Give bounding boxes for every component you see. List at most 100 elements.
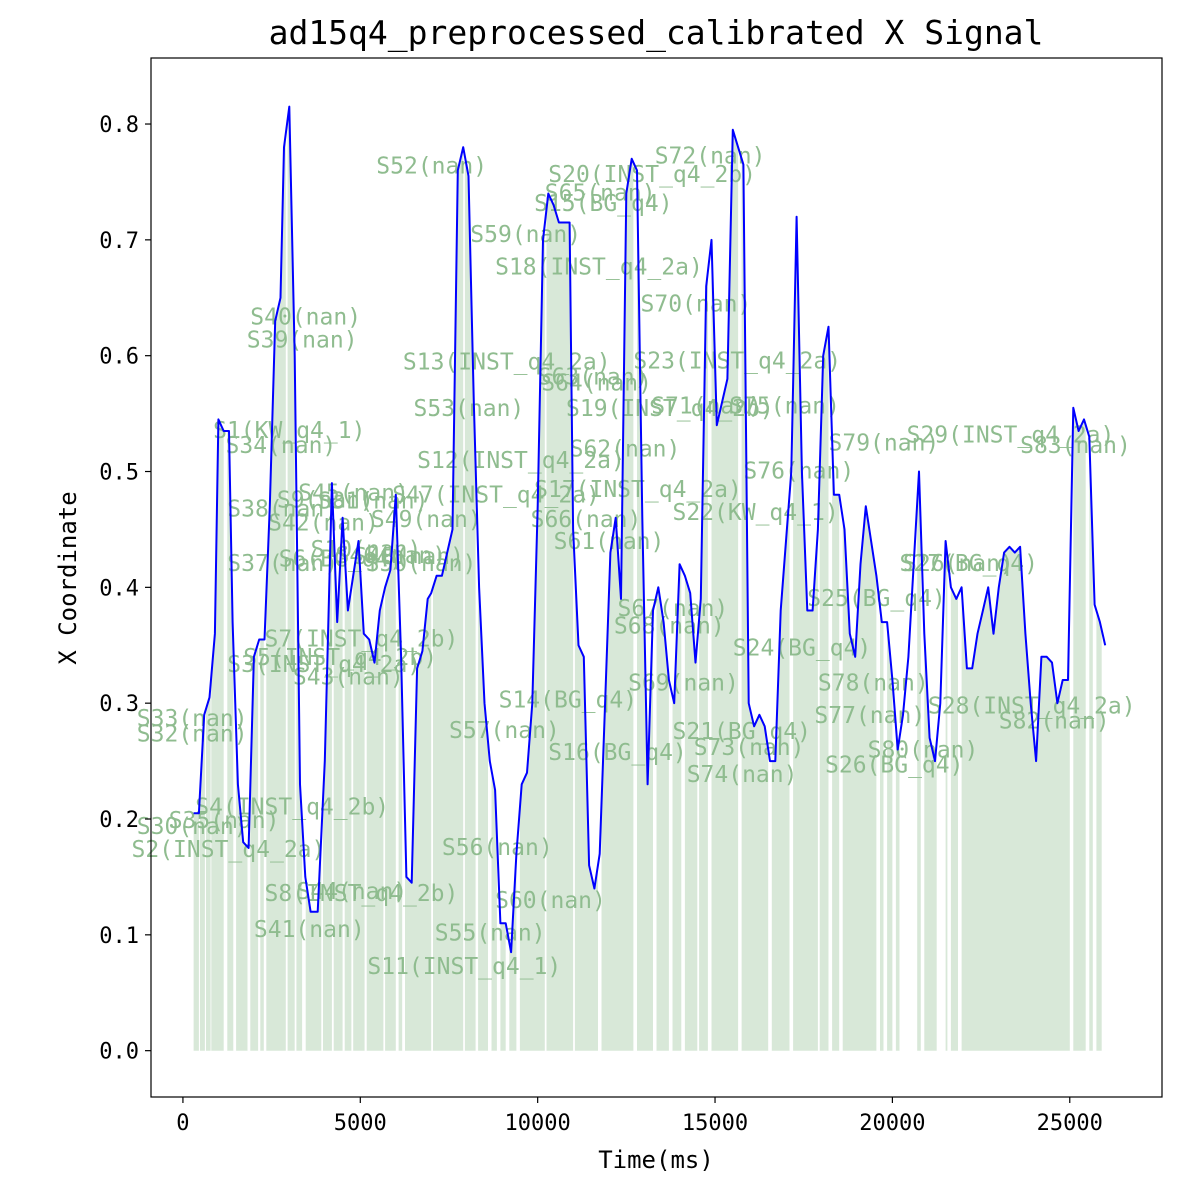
- segment-label-s2: S2(INST_q4_2a): [132, 837, 326, 863]
- segment-fill-20: [405, 593, 432, 1051]
- segment-label-s70: S70(nan): [641, 292, 752, 318]
- plot-area-frame: [150, 57, 1163, 1098]
- segment-label-s9: S9(nan): [277, 487, 374, 513]
- segment-label-s17: S17(INST_q4_2a): [534, 477, 742, 503]
- segment-fill-10: [287, 106, 295, 1051]
- y-tick-label: 0.3: [99, 692, 139, 717]
- segment-label-s15: S15(BG_q4): [534, 191, 672, 217]
- segment-fill-15: [344, 554, 352, 1051]
- x-tick-label: 0: [176, 1111, 189, 1136]
- y-tick-label: 0.6: [99, 345, 139, 370]
- segment-fill-29: [574, 568, 598, 1051]
- x-tick-label: 10000: [505, 1111, 571, 1136]
- segment-label-s18: S18(INST_q4_2a): [495, 255, 703, 281]
- segment-label-s20: S20(INST_q4_2b): [548, 162, 756, 188]
- segment-fill-48: [945, 541, 948, 1051]
- segment-fill-1: [193, 813, 199, 1051]
- segment-fill-47: [924, 633, 937, 1051]
- segment-label-s7: S7(INST_q4_2b): [265, 626, 459, 652]
- chart-title: ad15q4_preprocessed_calibrated X Signal: [269, 13, 1044, 53]
- segment-label-s63: S63(nan): [538, 365, 649, 391]
- segment-fill-27: [519, 224, 545, 1051]
- segment-fill-24: [491, 770, 497, 1051]
- segment-label-s32: S32(nan): [137, 721, 248, 747]
- y-tick-label: 0.1: [99, 924, 139, 949]
- x-tick-label: 25000: [1037, 1111, 1103, 1136]
- segment-fill-13: [323, 483, 332, 1051]
- segment-fill-25: [500, 923, 506, 1051]
- segment-label-s50: S50(nan): [366, 551, 477, 577]
- segment-label-s78: S78(nan): [818, 670, 929, 696]
- segment-label-s8: S8(INST_q4_2b): [265, 881, 459, 907]
- segment-fill-45: [895, 726, 900, 1051]
- segment-label-s42: S42(nan): [268, 511, 379, 537]
- segment-label-s12: S12(INST_q4_2a): [417, 448, 625, 474]
- segment-label-s37: S37(nan): [227, 551, 338, 577]
- segment-fill-6: [236, 730, 248, 1051]
- x-axis-ticks: 0 5000 10000 15000 20000 25000: [176, 1097, 1103, 1136]
- segment-label-s73: S73(nan): [694, 735, 805, 761]
- segment-label-s21: S21(BG_q4): [673, 719, 811, 745]
- segment-label-s71: S71(nan): [651, 394, 762, 420]
- segment-fill-4: [211, 419, 224, 1051]
- segment-label-s65: S65(nan): [545, 180, 656, 206]
- segment-fill-18: [385, 494, 396, 1051]
- y-tick-label: 0.5: [99, 461, 139, 486]
- segment-label-s67: S67(nan): [618, 596, 729, 622]
- segment-fill-32: [656, 587, 669, 1051]
- segment-label-s57: S57(nan): [449, 718, 560, 744]
- segment-label-s74: S74(nan): [687, 762, 798, 788]
- x-axis-title: Time(ms): [598, 1146, 714, 1174]
- segment-label-layer: S1(KW_q4_1)S34(nan) S40(nan)S39(nan) S38(n…: [132, 143, 1136, 980]
- segment-label-s79: S79(nan): [829, 431, 940, 457]
- x-tick-label: 5000: [334, 1111, 387, 1136]
- segment-fill-16: [353, 541, 365, 1051]
- segment-label-s80: S80(nan): [868, 738, 979, 764]
- y-axis-title: X Coordinate: [54, 491, 82, 664]
- segment-fill-9: [266, 133, 286, 1051]
- segment-fill-50: [961, 546, 1070, 1051]
- segment-label-s26: S26(BG_q4): [825, 753, 963, 779]
- segment-fill-31: [637, 170, 653, 1051]
- segment-label-s25: S25(BG_q4): [807, 586, 945, 612]
- segment-label-s76: S76(nan): [743, 458, 854, 484]
- segment-fill-34: [684, 575, 698, 1051]
- segment-label-s61: S61(nan): [554, 529, 665, 555]
- segment-label-s83: S83(nan): [1020, 433, 1131, 459]
- segment-fill-28: [546, 193, 574, 1051]
- segment-label-s11: S11(INST_q4_1): [367, 954, 561, 980]
- segment-fill-49: [950, 587, 958, 1051]
- segment-label-s59: S59(nan): [470, 222, 581, 248]
- y-tick-label: 0.4: [99, 576, 139, 601]
- segment-label-s4: S4(INST_q4_2b): [195, 794, 389, 820]
- segment-fill-51: [1073, 407, 1086, 1051]
- segment-label-s31: S31(nan): [318, 489, 429, 515]
- x-tick-label: 15000: [682, 1111, 748, 1136]
- segment-label-s41: S41(nan): [254, 917, 365, 943]
- segment-fill-33: [672, 564, 682, 1051]
- segment-label-s82: S82(nan): [999, 709, 1110, 735]
- segment-label-s1: S1(KW_q4_1): [213, 418, 365, 444]
- segment-label-s44: S44(nan): [296, 879, 407, 905]
- segment-label-s23: S23(INST_q4_2a): [633, 348, 841, 374]
- segment-label-s35: S35(nan): [169, 808, 280, 834]
- segment-fill-46: [917, 471, 921, 1051]
- segment-label-s49: S49(nan): [371, 507, 482, 533]
- segment-fill-23: [478, 550, 488, 1051]
- segment-fill-38: [771, 494, 790, 1051]
- segment-label-s55: S55(nan): [435, 921, 546, 947]
- series-line-layer: [193, 105, 1107, 954]
- segment-label-s77: S77(nan): [814, 703, 925, 729]
- segment-label-s60: S60(nan): [495, 888, 606, 914]
- segment-label-s40: S40(nan): [250, 304, 361, 330]
- segment-fill-30: [601, 158, 634, 1051]
- segment-label-s30: S30(nan): [137, 814, 248, 840]
- segment-label-s33: S33(nan): [137, 706, 248, 732]
- segment-fill-40: [819, 326, 829, 1051]
- segment-label-s39: S39(nan): [247, 328, 358, 354]
- segment-label-s53: S53(nan): [414, 396, 525, 422]
- y-tick-label: 0.0: [99, 1040, 139, 1065]
- segment-fill-44: [887, 622, 893, 1051]
